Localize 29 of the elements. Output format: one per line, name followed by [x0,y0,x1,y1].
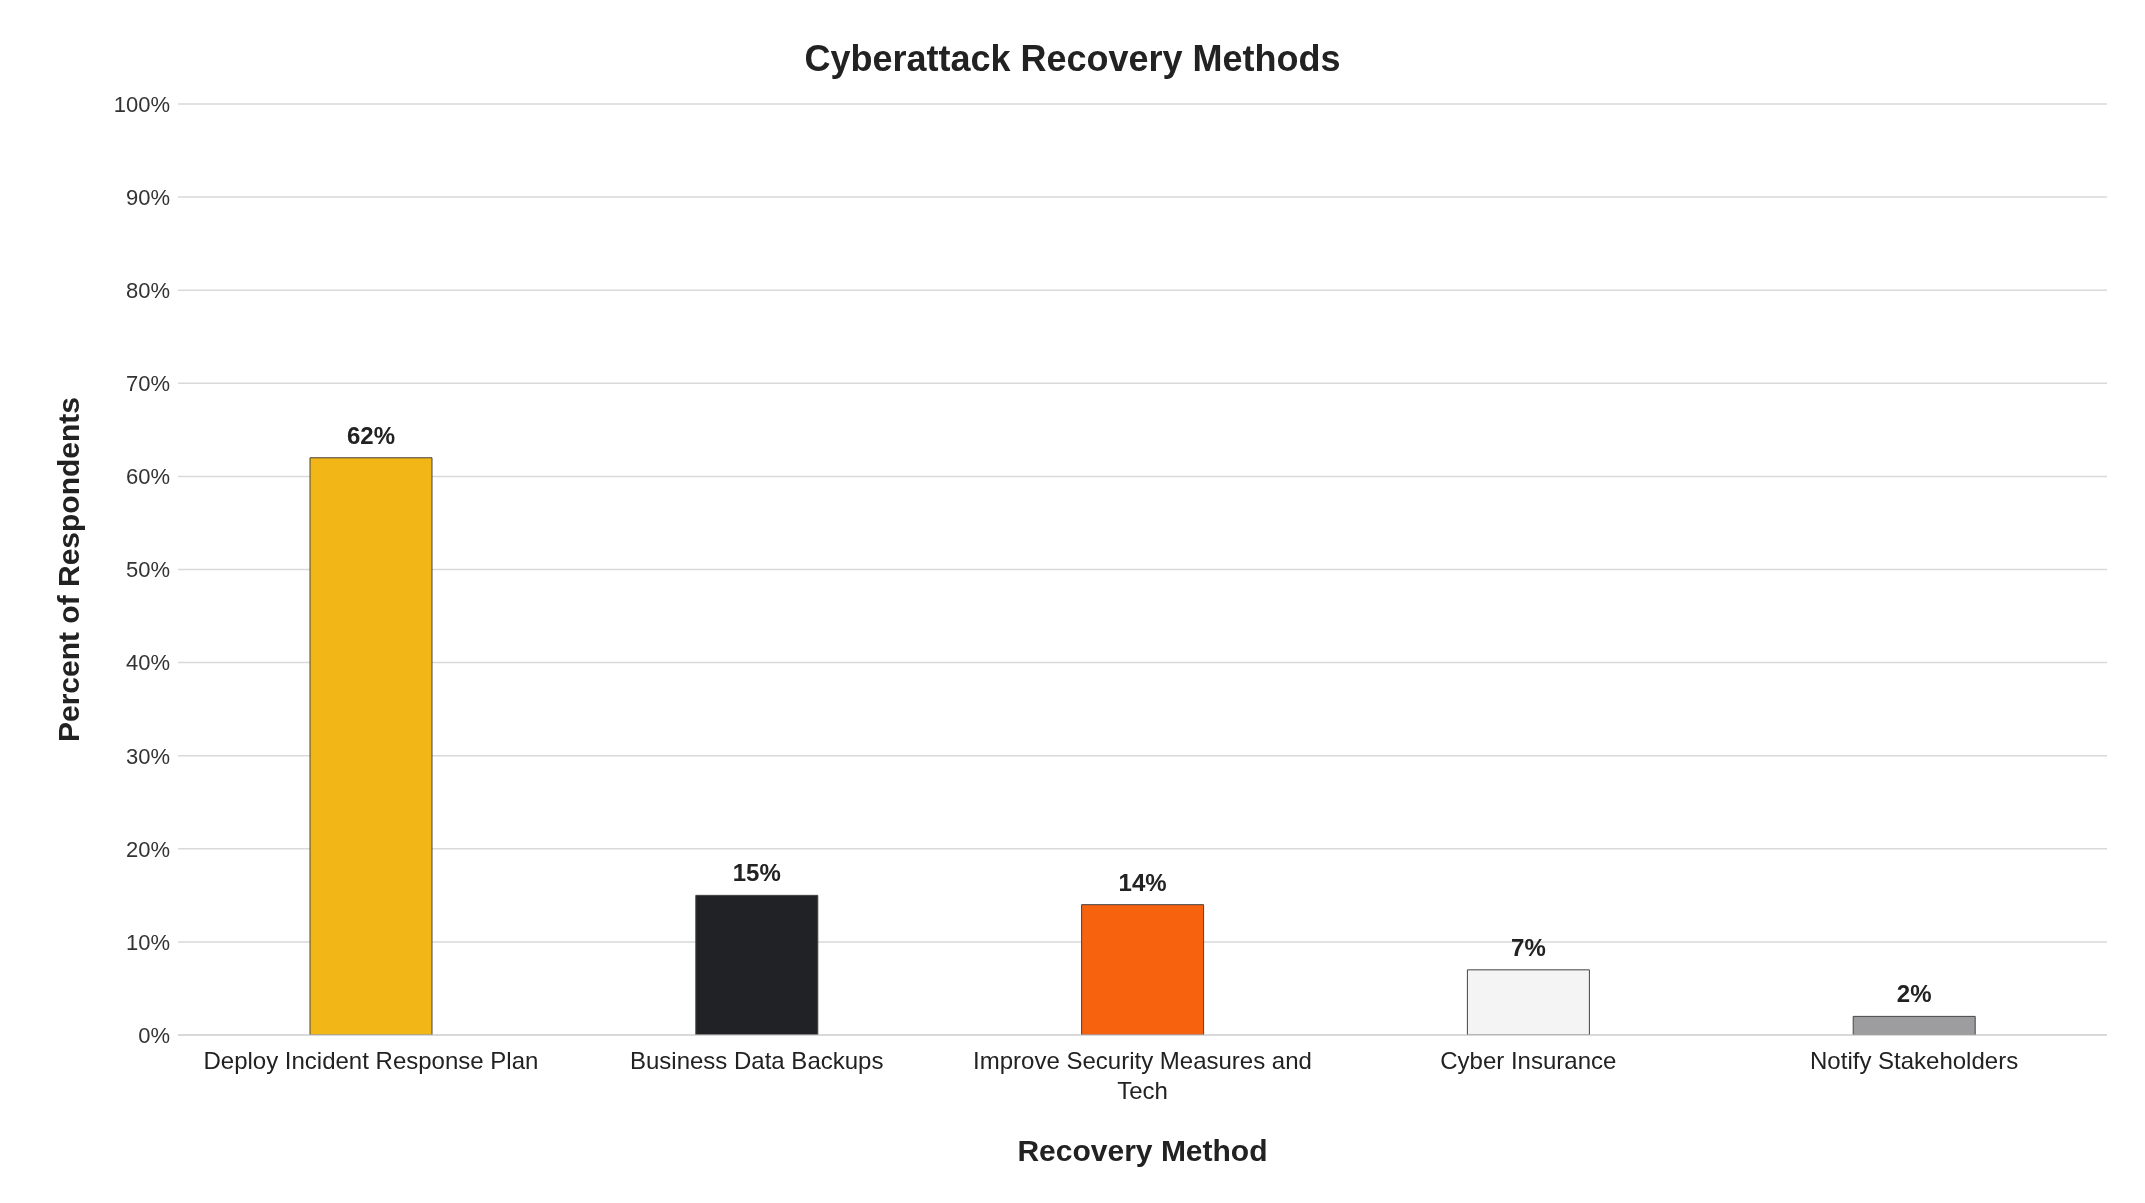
bar [1852,1015,1976,1035]
bar [1081,904,1205,1035]
y-tick-label: 10% [125,929,170,955]
x-tick-label: Improve Security Measures and Tech [973,1047,1312,1104]
x-tick-label: Notify Stakeholders [1810,1047,2019,1074]
y-tick-label: 0% [138,1022,170,1048]
data-label: 62% [346,421,396,449]
x-tick-label: Cyber Insurance [1440,1047,1617,1074]
y-tick-label: 90% [125,184,170,210]
y-tick-label: 50% [125,557,170,583]
y-tick-label: 100% [113,91,170,117]
chart-title: Cyberattack Recovery Methods [803,38,1342,80]
bar [309,457,433,1035]
y-tick-label: 20% [125,836,170,862]
y-tick-label: 70% [125,371,170,397]
x-tick-label: Business Data Backups [629,1047,884,1074]
y-tick-label: 60% [125,464,170,490]
bar [1466,969,1590,1035]
x-tick-label: Deploy Incident Response Plan [203,1047,539,1074]
data-label: 15% [732,859,781,887]
data-label: 7% [1511,933,1546,961]
bar [695,894,819,1035]
y-tick-label: 30% [125,743,170,769]
y-axis-title: Percent of Respondents [51,396,85,743]
data-label: 14% [1118,868,1167,896]
y-tick-label: 40% [125,650,170,676]
data-label: 2% [1896,980,1932,1008]
y-tick-label: 80% [125,278,170,304]
x-axis-title: Recovery Method [1017,1134,1268,1167]
